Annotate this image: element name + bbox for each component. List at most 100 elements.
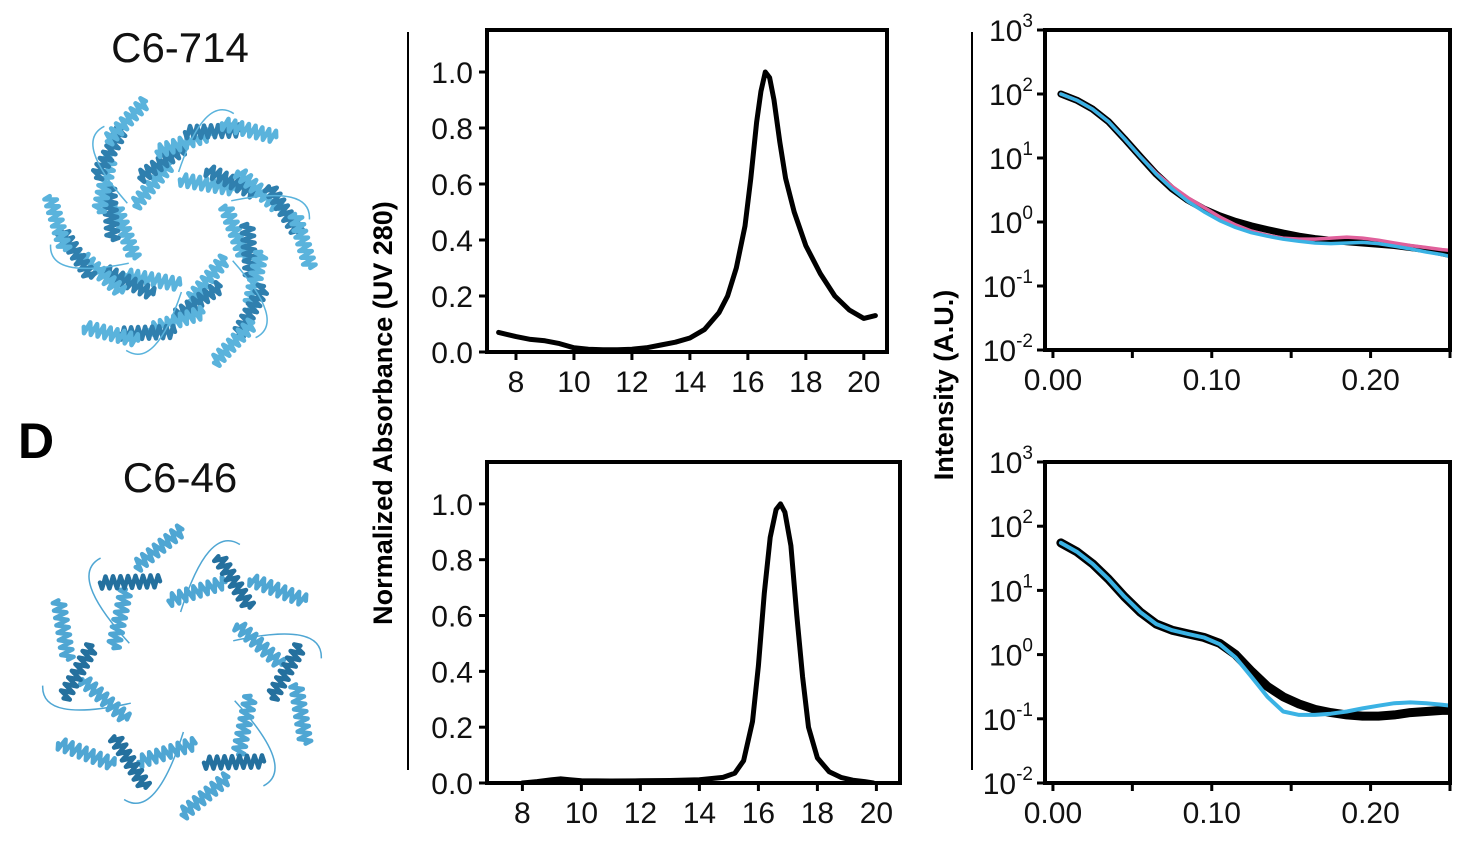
loop-shape <box>92 125 128 204</box>
sec-c6-46-xtick-label: 8 <box>514 797 531 830</box>
saxs-c6-46-ytick-label: 101 <box>989 571 1033 608</box>
saxs-c6-46-ytick-label: 10-2 <box>983 764 1033 801</box>
helix-shape <box>100 181 121 243</box>
saxs-c6-46-ytick-label: 102 <box>989 507 1033 544</box>
saxs-c6-46-ytick-label: 103 <box>989 443 1033 480</box>
saxs-chart-c6-46: 0.00 0.10 0.20 10-2 10-1 100 101 102 103 <box>983 443 1452 830</box>
sec-c6-714-xtick-label: 12 <box>615 366 648 399</box>
helix-shape <box>287 211 318 271</box>
sec-c6-714-xtick-label: 16 <box>731 366 764 399</box>
helix-shape <box>136 735 198 770</box>
helix-shape <box>137 140 189 185</box>
panel-letter: D <box>18 413 54 469</box>
helix-shape <box>203 164 261 200</box>
sec-c6-46-ytick-label: 0.2 <box>431 712 473 745</box>
helix-shape <box>231 693 258 757</box>
sec-c6-714-frame <box>485 28 889 354</box>
sec-c6-46-ytick-label: 0.4 <box>431 656 473 689</box>
helix-shape <box>219 116 279 144</box>
sec-chart-c6-46: 8 10 12 14 16 18 20 0.0 0.2 0.4 0.6 0.8 1.0 <box>431 460 902 830</box>
saxs-ylabel: Intensity (A.U.) <box>929 290 959 481</box>
helix-shape <box>104 96 149 147</box>
saxs-c6-714-xtick-label: 0.00 <box>1024 364 1082 397</box>
helix-shape <box>232 621 287 668</box>
sec-c6-46-series-0 <box>519 501 876 783</box>
saxs-c6-46-frame <box>1043 460 1452 785</box>
helix-shape <box>97 573 163 591</box>
loop-shape <box>231 194 311 220</box>
sec-c6-46-xtick-label: 16 <box>742 797 775 830</box>
sec-c6-714-xtick-label: 10 <box>557 366 590 399</box>
helix-shape <box>77 676 132 723</box>
sec-c6-46-xtick-label: 14 <box>683 797 716 830</box>
saxs-c6-46-ytick-label: 10-1 <box>983 700 1033 737</box>
saxs-c6-714-ytick-label: 100 <box>989 203 1033 240</box>
helix-shape <box>58 642 98 702</box>
sec-c6-46-ytick-label: 0.6 <box>431 601 473 634</box>
saxs-c6-46-series-0 <box>1056 538 1450 721</box>
structure-c6-714-image <box>42 96 318 368</box>
sec-c6-714-ytick-label: 1.0 <box>431 57 473 90</box>
loop-shape <box>125 291 183 355</box>
saxs-c6-46-xtick-label: 0.00 <box>1024 797 1082 830</box>
helix-shape <box>179 771 231 821</box>
sec-c6-46-ytick-label: 0.0 <box>431 768 473 801</box>
saxs-c6-46-ytick-label: 100 <box>989 636 1033 673</box>
sec-c6-714-xtick-label: 8 <box>508 366 525 399</box>
sec-c6-714-ytick-label: 0.6 <box>431 169 473 202</box>
saxs-c6-714-ytick-label: 101 <box>989 139 1033 176</box>
sec-c6-46-xtick-label: 10 <box>565 797 598 830</box>
sec-c6-714-ytick-label: 0.4 <box>431 225 473 258</box>
helix-shape <box>81 320 141 348</box>
helix-shape <box>247 573 309 607</box>
loop-shape <box>232 260 268 339</box>
helix-shape <box>239 221 260 283</box>
saxs-c6-714-ytick-label: 103 <box>989 11 1033 48</box>
helix-shape <box>55 737 117 771</box>
helix-shape <box>133 523 185 573</box>
sec-c6-714-xtick-label: 18 <box>789 366 822 399</box>
saxs-c6-714-ytick-label: 102 <box>989 75 1033 112</box>
sec-c6-714-xtick-label: 20 <box>847 366 880 399</box>
helix-shape <box>99 264 157 300</box>
sec-c6-714-xtick-label: 14 <box>673 366 706 399</box>
loop-shape <box>233 633 323 659</box>
loop-shape <box>49 244 129 270</box>
helix-shape <box>288 682 314 746</box>
saxs-c6-46-xtick-label: 0.20 <box>1341 797 1399 830</box>
sec-c6-714-series-0 <box>496 69 878 352</box>
sec-c6-714-ytick-label: 0.2 <box>431 281 473 314</box>
helix-shape <box>166 574 228 609</box>
saxs-chart-c6-714: 0.00 0.10 0.20 10-2 10-1 100 101 102 103 <box>983 11 1452 397</box>
helix-shape <box>42 193 73 253</box>
sec-c6-46-ytick-label: 1.0 <box>431 489 473 522</box>
sec-ylabel: Normalized Absorbance (UV 280) <box>368 201 398 625</box>
sec-c6-46-xtick-label: 20 <box>860 797 893 830</box>
helix-shape <box>211 317 256 368</box>
structure-c6-46-image <box>41 523 323 821</box>
structure-title-c6-46: C6-46 <box>123 454 237 501</box>
sec-c6-714-ytick-label: 0.0 <box>431 337 473 370</box>
helix-shape <box>50 598 76 662</box>
loop-shape <box>177 109 235 173</box>
sec-c6-46-frame <box>485 460 902 785</box>
saxs-c6-46-series-1 <box>1058 540 1450 717</box>
helix-shape <box>201 753 267 771</box>
helix-shape <box>266 642 306 702</box>
sec-c6-714-ytick-label: 0.8 <box>431 113 473 146</box>
saxs-c6-714-xtick-label: 0.10 <box>1183 364 1241 397</box>
saxs-c6-714-series-2 <box>1059 92 1450 259</box>
saxs-c6-46-xtick-label: 0.10 <box>1183 797 1241 830</box>
saxs-c6-714-ytick-label: 10-2 <box>983 331 1033 368</box>
helix-shape <box>211 554 257 610</box>
helix-shape <box>106 587 133 651</box>
sec-chart-c6-714: 8 10 12 14 16 18 20 0.0 0.2 0.4 0.6 0.8 1.0 <box>431 28 889 399</box>
saxs-c6-714-frame <box>1043 28 1452 352</box>
structure-title-c6-714: C6-714 <box>111 24 249 71</box>
saxs-c6-714-ytick-label: 10-1 <box>983 267 1033 304</box>
sec-c6-46-ytick-label: 0.8 <box>431 545 473 578</box>
helix-shape <box>107 734 153 790</box>
saxs-c6-714-xtick-label: 0.20 <box>1341 364 1399 397</box>
sec-c6-46-xtick-label: 18 <box>801 797 834 830</box>
